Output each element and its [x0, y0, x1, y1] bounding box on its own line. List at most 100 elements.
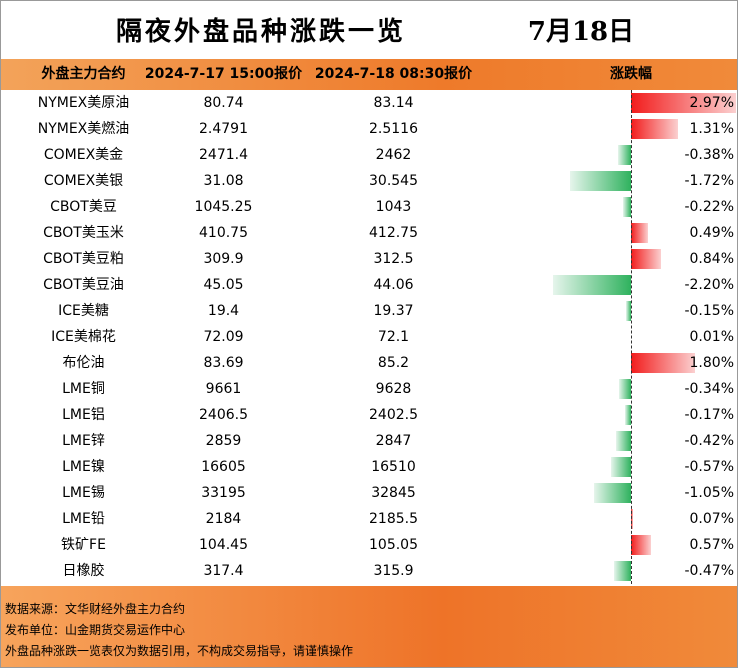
- change-bar: [617, 145, 631, 165]
- change-bar: [610, 457, 631, 477]
- change-label: -0.34%: [684, 381, 734, 397]
- curr-price: 83.14: [373, 95, 414, 111]
- change-bar: [616, 431, 631, 451]
- change-label: 0.84%: [689, 251, 734, 267]
- change-label: -1.05%: [684, 485, 734, 501]
- change-bar: [625, 301, 631, 321]
- date: 7月18日: [527, 17, 635, 47]
- curr-price: 2185.5: [369, 511, 418, 527]
- column-header: 2024-7-17 15:00报价: [144, 66, 303, 82]
- curr-price: 2402.5: [369, 407, 418, 423]
- change-bar: [631, 93, 737, 113]
- prev-price: 2.4791: [199, 121, 248, 137]
- prev-price: 19.4: [207, 303, 240, 319]
- footer: 数据来源：文华财经外盘主力合约 发布单位：山金期货交易运作中心外盘品种涨跌一览表仅…: [1, 586, 737, 667]
- contract: LME铜: [62, 381, 105, 397]
- curr-price: 44.06: [373, 277, 414, 293]
- prev-price: 309.9: [203, 251, 244, 267]
- prev-price: 104.45: [199, 537, 248, 553]
- change-bar: [624, 405, 631, 425]
- change-label: 2.97%: [689, 95, 734, 111]
- curr-price: 72.1: [377, 329, 410, 345]
- contract: CBOT美豆油: [43, 277, 124, 293]
- change-label: -0.17%: [684, 407, 734, 423]
- change-bar: [618, 379, 631, 399]
- change-label: 0.57%: [689, 537, 734, 553]
- curr-price: 16510: [371, 459, 416, 475]
- change-label: 1.31%: [689, 121, 734, 137]
- prev-price: 9661: [205, 381, 242, 397]
- prev-price: 2471.4: [199, 147, 248, 163]
- change-label: 0.07%: [689, 511, 734, 527]
- change-bar: [631, 223, 649, 243]
- column-header: 2024-7-18 08:30报价: [314, 66, 473, 82]
- change-label: -1.72%: [684, 173, 734, 189]
- change-label: 0.01%: [689, 329, 734, 345]
- contract: LME铝: [62, 407, 105, 423]
- change-label: -0.38%: [684, 147, 734, 163]
- change-bar: [631, 535, 652, 555]
- change-bar: [569, 171, 631, 191]
- curr-price: 2847: [375, 433, 412, 449]
- change-label: -0.42%: [684, 433, 734, 449]
- footer-line: 数据来源：文华财经外盘主力合约: [5, 602, 186, 616]
- change-bar: [631, 509, 634, 529]
- prev-price: 80.74: [203, 95, 244, 111]
- prev-price: 83.69: [203, 355, 244, 371]
- column-header: 涨跌幅: [610, 66, 652, 82]
- contract: LME锌: [62, 433, 105, 449]
- footer-line: 外盘品种涨跌一览表仅为数据引用，不构成交易指导，请谨慎操作: [5, 644, 354, 658]
- curr-price: 312.5: [373, 251, 414, 267]
- contract: ICE美糖: [58, 303, 109, 319]
- title: 隔夜外盘品种涨跌一览: [115, 17, 406, 47]
- change-bar: [623, 197, 631, 217]
- curr-price: 1043: [375, 199, 412, 215]
- change-label: -0.57%: [684, 459, 734, 475]
- curr-price: 105.05: [369, 537, 418, 553]
- contract: LME锡: [62, 485, 105, 501]
- curr-price: 9628: [375, 381, 412, 397]
- contract: CBOT美豆: [50, 199, 117, 215]
- curr-price: 85.2: [377, 355, 410, 371]
- contract: LME镍: [62, 459, 105, 475]
- prev-price: 45.05: [203, 277, 244, 293]
- prev-price: 33195: [201, 485, 246, 501]
- contract: CBOT美豆粕: [43, 251, 124, 267]
- curr-price: 30.545: [369, 173, 418, 189]
- change-bar: [631, 119, 678, 139]
- contract: 日橡胶: [62, 563, 105, 579]
- curr-price: 19.37: [373, 303, 414, 319]
- prev-price: 2184: [205, 511, 242, 527]
- change-bar: [593, 483, 631, 503]
- prev-price: 2859: [205, 433, 242, 449]
- contract: NYMEX美原油: [37, 95, 130, 111]
- prev-price: 317.4: [203, 563, 244, 579]
- change-bar: [631, 353, 695, 373]
- change-bar: [614, 561, 631, 581]
- change-bar: [631, 249, 661, 269]
- contract: NYMEX美燃油: [37, 121, 130, 137]
- table-body: NYMEX美原油 80.74 83.14 2.97% NYMEX美燃油 2.4791 2.5…: [1, 90, 737, 584]
- prev-price: 31.08: [203, 173, 244, 189]
- contract: COMEX美金: [43, 147, 124, 163]
- change-bar: [552, 275, 631, 295]
- contract: CBOT美玉米: [43, 225, 124, 241]
- change-label: -0.15%: [684, 303, 734, 319]
- change-label: -0.47%: [684, 563, 734, 579]
- curr-price: 315.9: [373, 563, 414, 579]
- contract: ICE美棉花: [51, 329, 116, 345]
- curr-price: 412.75: [369, 225, 418, 241]
- prev-price: 16605: [201, 459, 246, 475]
- prev-price: 1045.25: [194, 199, 253, 215]
- change-label: 1.80%: [689, 355, 734, 371]
- change-label: -2.20%: [684, 277, 734, 293]
- prev-price: 2406.5: [199, 407, 248, 423]
- contract: COMEX美银: [43, 173, 124, 189]
- prev-price: 72.09: [203, 329, 244, 345]
- change-label: 0.49%: [689, 225, 734, 241]
- curr-price: 2.5116: [369, 121, 418, 137]
- contract: LME铅: [62, 511, 105, 527]
- footer-line: 发布单位：山金期货交易运作中心: [5, 623, 186, 637]
- contract: 布伦油: [62, 355, 105, 371]
